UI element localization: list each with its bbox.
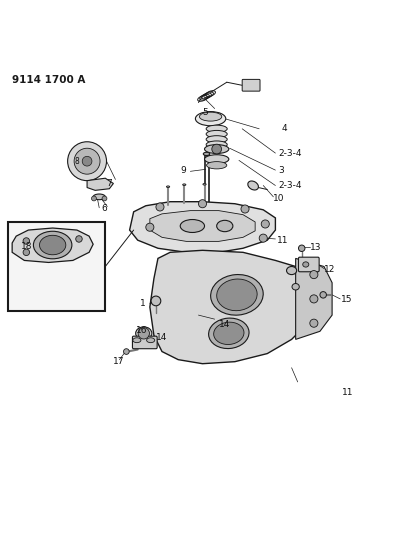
Polygon shape (87, 178, 113, 190)
Circle shape (259, 234, 267, 242)
Circle shape (68, 142, 107, 181)
Text: 12: 12 (324, 265, 335, 274)
Ellipse shape (203, 152, 210, 156)
Polygon shape (12, 228, 93, 262)
Ellipse shape (199, 112, 222, 121)
Ellipse shape (39, 235, 66, 255)
Circle shape (310, 271, 318, 279)
Circle shape (76, 236, 82, 242)
Ellipse shape (206, 131, 227, 138)
Polygon shape (296, 259, 332, 340)
Ellipse shape (93, 194, 105, 200)
Text: 7: 7 (106, 179, 112, 188)
Ellipse shape (217, 220, 233, 232)
Circle shape (82, 156, 92, 166)
Circle shape (138, 328, 149, 339)
Circle shape (198, 200, 207, 208)
Polygon shape (130, 201, 275, 252)
Text: 8: 8 (74, 157, 79, 166)
Text: 18: 18 (21, 242, 32, 251)
Text: 16: 16 (136, 326, 147, 335)
Circle shape (156, 203, 164, 211)
Ellipse shape (147, 338, 155, 343)
Ellipse shape (206, 136, 227, 143)
Circle shape (23, 249, 30, 255)
Text: 14: 14 (219, 319, 230, 328)
Text: 11: 11 (342, 389, 354, 398)
Text: 4: 4 (281, 124, 287, 133)
Circle shape (310, 319, 318, 327)
Text: 6: 6 (101, 204, 107, 213)
Polygon shape (150, 251, 316, 364)
Circle shape (74, 148, 100, 174)
Text: 9114 1700 A: 9114 1700 A (12, 75, 85, 85)
Circle shape (92, 196, 96, 201)
Circle shape (241, 205, 249, 213)
Circle shape (124, 349, 129, 354)
Text: 2-3-4: 2-3-4 (279, 181, 302, 190)
Circle shape (310, 295, 318, 303)
Ellipse shape (206, 141, 227, 148)
Ellipse shape (136, 327, 152, 340)
Ellipse shape (133, 338, 141, 343)
Circle shape (146, 223, 154, 231)
Text: 9: 9 (180, 166, 186, 175)
Text: 2-3-4: 2-3-4 (279, 149, 302, 158)
Circle shape (102, 196, 107, 201)
Text: 15: 15 (341, 295, 352, 304)
Circle shape (261, 220, 269, 228)
Ellipse shape (286, 266, 296, 274)
Ellipse shape (180, 220, 205, 232)
Text: 11: 11 (277, 236, 289, 245)
Bar (8, 222, 105, 311)
FancyBboxPatch shape (242, 79, 260, 91)
Ellipse shape (217, 279, 257, 311)
Ellipse shape (183, 184, 186, 185)
Circle shape (23, 238, 30, 244)
Ellipse shape (303, 262, 309, 267)
Text: 1: 1 (140, 299, 145, 308)
Ellipse shape (207, 161, 227, 169)
Text: 17: 17 (113, 357, 125, 366)
Circle shape (298, 245, 305, 252)
FancyBboxPatch shape (298, 257, 319, 272)
Text: 10: 10 (273, 194, 285, 203)
Polygon shape (150, 211, 255, 241)
Ellipse shape (203, 183, 206, 185)
Text: 5: 5 (202, 108, 208, 117)
Text: 3: 3 (279, 166, 284, 175)
Ellipse shape (211, 274, 263, 315)
Text: 14: 14 (156, 333, 167, 342)
FancyBboxPatch shape (132, 336, 157, 349)
Ellipse shape (205, 155, 229, 164)
Circle shape (320, 292, 326, 298)
Circle shape (151, 296, 161, 306)
Ellipse shape (33, 231, 72, 259)
Ellipse shape (205, 144, 229, 154)
Ellipse shape (248, 181, 258, 190)
Ellipse shape (206, 125, 227, 132)
Ellipse shape (301, 260, 311, 269)
Ellipse shape (209, 318, 249, 349)
Ellipse shape (195, 111, 226, 126)
Ellipse shape (166, 186, 170, 188)
Ellipse shape (214, 322, 244, 344)
Circle shape (212, 144, 222, 154)
Text: 13: 13 (310, 244, 321, 252)
Ellipse shape (292, 284, 299, 290)
